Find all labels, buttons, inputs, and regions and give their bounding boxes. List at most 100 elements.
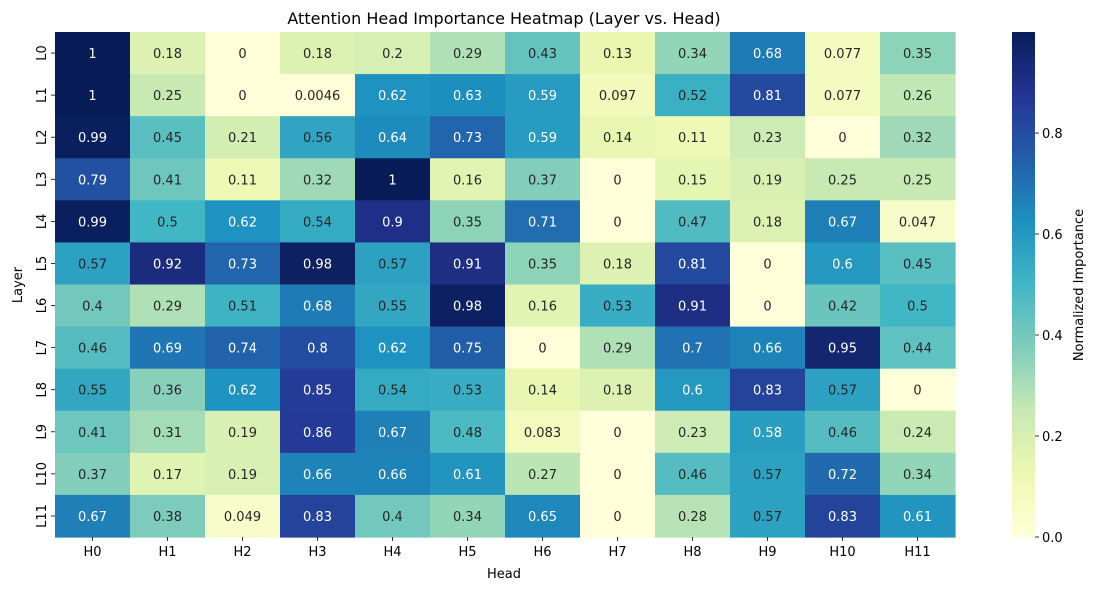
heatmap-cell: [730, 116, 806, 159]
heatmap-cell: [880, 242, 956, 286]
heatmap-cell: [55, 284, 131, 328]
heatmap-cell: [130, 158, 206, 201]
cell-value-label: 0.29: [603, 342, 632, 357]
heatmap-cell: [805, 158, 881, 201]
y-axis-ticks: L0 L1 L2 L3 L4 L5 L6 L7 L8 L9 L10 L11: [35, 45, 55, 528]
cell-value-label: 0.16: [453, 173, 482, 188]
cell-value-label: 0.64: [378, 131, 407, 146]
cell-value-label: 0.57: [828, 384, 857, 399]
cell-value-label: 0: [763, 257, 771, 272]
heatmap-cell: [430, 200, 506, 244]
heatmap-cell: [205, 410, 281, 454]
cell-value-label: 0.35: [453, 215, 482, 230]
heatmap-cell: [55, 452, 131, 496]
cell-value-label: 0.59: [528, 131, 557, 146]
y-tick-label: L8: [35, 382, 50, 398]
y-tick-label: L10: [35, 462, 50, 486]
heatmap-cell: [505, 200, 581, 244]
cell-value-label: 0.18: [753, 215, 782, 230]
cell-value-label: 0.18: [303, 47, 332, 62]
cell-value-label: 0.2: [382, 47, 403, 62]
cell-value-label: 0: [538, 342, 546, 357]
heatmap-cell: [355, 242, 431, 286]
heatmap-cell: [355, 200, 431, 244]
heatmap-cell: [130, 494, 206, 538]
cell-value-label: 0.55: [78, 384, 107, 399]
heatmap-cell: [430, 242, 506, 286]
cell-value-label: 0.35: [903, 47, 932, 62]
cell-value-label: 0.83: [753, 384, 782, 399]
cell-value-label: 0.98: [453, 300, 482, 315]
cell-value-label: 0.51: [228, 300, 257, 315]
cell-value-label: 0.66: [753, 342, 782, 357]
cell-value-label: 1: [88, 89, 96, 104]
heatmap-cell: [130, 452, 206, 496]
heatmap-cell: [205, 158, 281, 201]
colorbar-tick-label: 0.8: [1042, 127, 1063, 142]
heatmap-cell: [805, 494, 881, 538]
cell-value-label: 0.46: [678, 468, 707, 483]
heatmap-cell: [505, 74, 581, 117]
heatmap-cell: [655, 32, 731, 75]
heatmap-cell: [280, 242, 356, 286]
cell-value-label: 0.32: [303, 173, 332, 188]
cell-value-label: 0.11: [678, 131, 707, 146]
heatmap-cell: [655, 284, 731, 328]
cell-value-label: 0: [238, 89, 246, 104]
cell-value-label: 0.13: [603, 47, 632, 62]
heatmap-cell: [730, 410, 806, 454]
heatmap-cell: [280, 200, 356, 244]
cell-value-label: 0.097: [599, 89, 636, 104]
cell-value-label: 0.62: [378, 342, 407, 357]
cell-value-label: 0.41: [78, 426, 107, 441]
heatmap-cell: [655, 200, 731, 244]
cell-value-label: 0.58: [753, 426, 782, 441]
heatmap-cell: [280, 452, 356, 496]
cell-value-label: 0.18: [153, 47, 182, 62]
cell-value-label: 0: [613, 215, 621, 230]
heatmap-cell: [280, 116, 356, 159]
cell-value-label: 0.67: [78, 510, 107, 525]
y-tick-label: L4: [35, 214, 50, 230]
heatmap-cell: [205, 242, 281, 286]
cell-value-label: 0.63: [453, 89, 482, 104]
cell-value-label: 0.24: [903, 426, 932, 441]
heatmap-cell: [280, 284, 356, 328]
cell-value-label: 0.17: [153, 468, 182, 483]
cell-value-label: 0.68: [303, 300, 332, 315]
heatmap-cell: [355, 284, 431, 328]
cell-value-label: 0.46: [828, 426, 857, 441]
chart-title: Attention Head Importance Heatmap (Layer…: [287, 9, 720, 28]
cell-value-label: 0.0046: [295, 89, 341, 104]
cell-value-label: 0: [838, 131, 846, 146]
x-tick-label: H5: [458, 545, 476, 560]
heatmap-cell: [805, 368, 881, 412]
cell-value-label: 0.077: [824, 89, 861, 104]
heatmap-cell: [880, 200, 956, 244]
heatmap-cell: [280, 368, 356, 412]
cell-value-label: 0.66: [378, 468, 407, 483]
heatmap-cell: [430, 410, 506, 454]
colorbar-tick-label: 0.4: [1042, 329, 1063, 344]
heatmap-cell: [730, 200, 806, 244]
heatmap-cell: [55, 158, 131, 201]
heatmap-cell: [130, 32, 206, 75]
heatmap-cell: [880, 368, 956, 412]
cell-value-label: 0.45: [153, 131, 182, 146]
heatmap-cell: [580, 410, 656, 454]
cell-value-label: 0.41: [153, 173, 182, 188]
cell-value-label: 0.91: [453, 257, 482, 272]
heatmap-cell: [355, 116, 431, 159]
heatmap-cell: [805, 410, 881, 454]
heatmap-cell: [805, 200, 881, 244]
heatmap-cell: [580, 494, 656, 538]
cell-value-label: 0.23: [678, 426, 707, 441]
cell-value-label: 0.52: [678, 89, 707, 104]
colorbar-ticks: 0.0 0.2 0.4 0.6 0.8: [1035, 127, 1063, 546]
heatmap-cell: [55, 200, 131, 244]
cell-value-label: 0.81: [753, 89, 782, 104]
cell-value-label: 0.6: [682, 384, 703, 399]
heatmap-cell: [880, 32, 956, 75]
cell-value-label: 0.68: [753, 47, 782, 62]
heatmap-cell: [805, 74, 881, 117]
